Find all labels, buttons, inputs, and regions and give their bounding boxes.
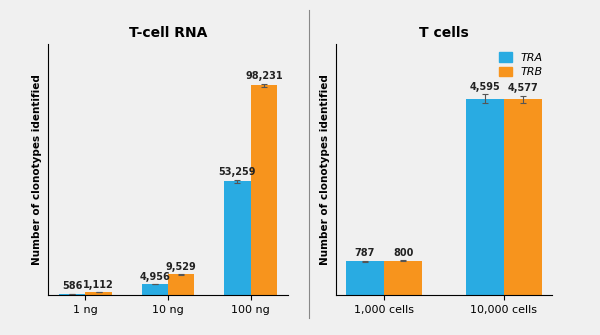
Title: T-cell RNA: T-cell RNA bbox=[129, 25, 207, 40]
Bar bbox=[504, 99, 542, 295]
Text: 4,595: 4,595 bbox=[469, 82, 500, 92]
Text: 53,259: 53,259 bbox=[218, 168, 256, 178]
Text: 4,577: 4,577 bbox=[508, 83, 538, 93]
Text: 787: 787 bbox=[355, 248, 375, 258]
Bar bbox=[168, 274, 194, 295]
Y-axis label: Number of clonotypes identified: Number of clonotypes identified bbox=[32, 74, 43, 265]
Title: T cells: T cells bbox=[419, 25, 469, 40]
Legend: TRA, TRB: TRA, TRB bbox=[496, 49, 547, 81]
Bar bbox=[59, 293, 85, 295]
Bar bbox=[466, 98, 504, 295]
Text: 586: 586 bbox=[62, 281, 82, 291]
Bar bbox=[251, 85, 277, 295]
Text: 4,956: 4,956 bbox=[139, 272, 170, 282]
Y-axis label: Number of clonotypes identified: Number of clonotypes identified bbox=[320, 74, 331, 265]
Bar bbox=[384, 261, 422, 295]
Bar bbox=[346, 261, 384, 295]
Text: 98,231: 98,231 bbox=[245, 71, 283, 81]
Text: 1,112: 1,112 bbox=[83, 280, 114, 290]
Bar bbox=[142, 284, 168, 295]
Text: 800: 800 bbox=[393, 248, 413, 258]
Text: 9,529: 9,529 bbox=[166, 262, 197, 272]
Bar bbox=[224, 181, 251, 295]
Bar bbox=[85, 292, 112, 295]
